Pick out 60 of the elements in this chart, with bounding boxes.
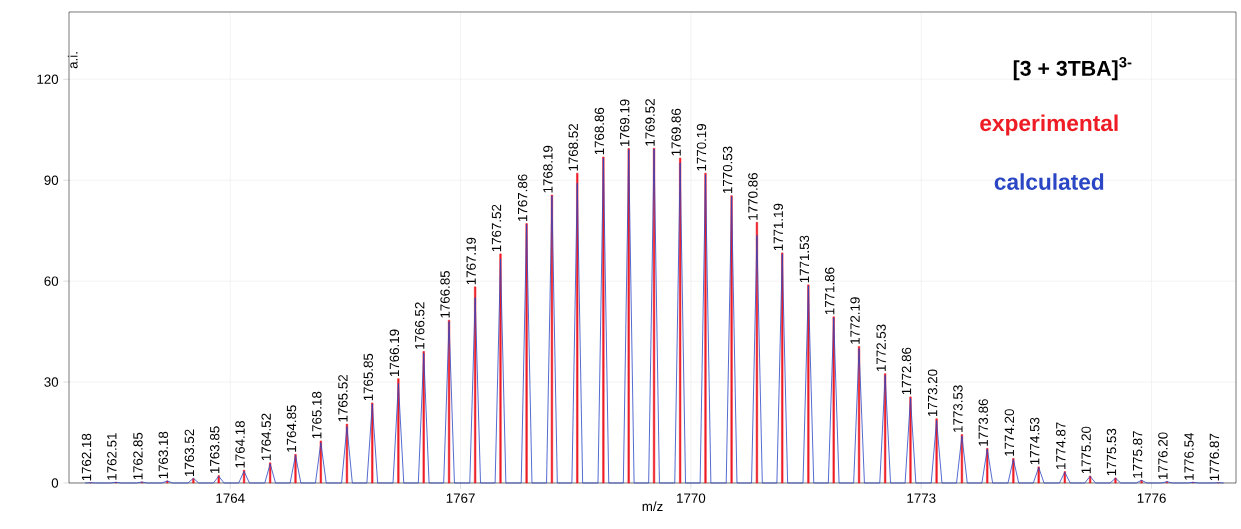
annotation: 1772.53 (876, 324, 886, 372)
x-tick-label: 1770 (677, 493, 706, 503)
annotation: 1773.86 (978, 399, 988, 446)
x-axis-title: m/z (642, 501, 663, 512)
x-tick-label: 1776 (1137, 493, 1166, 503)
annotation: 1773.53 (953, 385, 963, 432)
annotation: 1772.86 (901, 347, 912, 395)
annotation: 1767.19 (466, 237, 476, 285)
annotation: 1765.52 (338, 375, 348, 422)
annotation: 1763.18 (158, 431, 168, 479)
annotation: 1776.87 (1209, 433, 1220, 481)
y-tick-label: 60 (44, 276, 59, 286)
annotation: 1775.87 (1132, 431, 1143, 478)
annotation: 1773.20 (927, 369, 938, 417)
y-tick-label: 30 (44, 377, 59, 387)
annotation: 1765.85 (363, 353, 373, 401)
annotation: 1771.53 (799, 235, 810, 283)
annotation: 1774.87 (1056, 422, 1066, 469)
annotation: 1764.52 (261, 413, 271, 461)
annotation: 1770.19 (696, 123, 707, 171)
x-tick-label: 1764 (216, 493, 245, 503)
annotation: 1762.51 (107, 433, 117, 480)
annotation: [3 + 3TBA]$^{3-}$ (1013, 56, 1132, 81)
annotation: 1770.86 (748, 173, 758, 220)
annotation: 1774.20 (1004, 409, 1015, 456)
annotation: 1776.54 (1184, 432, 1194, 480)
annotation: 1776.20 (1158, 432, 1168, 480)
annotation: 1762.85 (133, 432, 143, 480)
annotation: 1767.52 (491, 204, 502, 252)
annotation: 1771.86 (824, 267, 835, 315)
annotation: 1771.19 (773, 203, 783, 251)
annotation: 1764.18 (235, 421, 245, 468)
text: calculated (994, 173, 1104, 190)
annotation: 1775.53 (1106, 428, 1117, 476)
annotation: 1768.19 (543, 145, 553, 193)
annotation: 1763.52 (184, 429, 195, 476)
annotation: 1766.85 (440, 270, 450, 318)
annotation: 1768.52 (568, 124, 578, 171)
annotation: 1769.86 (671, 108, 681, 156)
annotation: 1767.86 (517, 174, 528, 221)
annotation: 1764.85 (286, 405, 297, 452)
annotation: 1774.53 (1029, 417, 1040, 465)
y-tick-label: 120 (37, 74, 59, 84)
annotation: 1775.20 (1081, 426, 1091, 474)
annotation: 1770.53 (722, 146, 733, 194)
annotation: 1766.52 (415, 302, 425, 349)
x-tick-label: 1773 (907, 493, 936, 503)
annotation: 1772.19 (850, 297, 860, 344)
annotation: 1766.19 (389, 329, 400, 377)
annotation: 1769.19 (619, 99, 630, 146)
annotation: 1768.86 (594, 107, 605, 155)
annotation: 1769.52 (645, 99, 655, 146)
annotation: 1763.85 (210, 426, 220, 473)
y-tick-label: 90 (44, 175, 59, 185)
x-tick-label: 1767 (446, 493, 475, 503)
y-tick-label: 0 (51, 478, 59, 488)
text: experimental (980, 114, 1118, 136)
annotation: 1765.18 (312, 391, 322, 439)
annotation: 1762.18 (81, 433, 92, 481)
y-axis-title: a.i. (67, 52, 78, 69)
